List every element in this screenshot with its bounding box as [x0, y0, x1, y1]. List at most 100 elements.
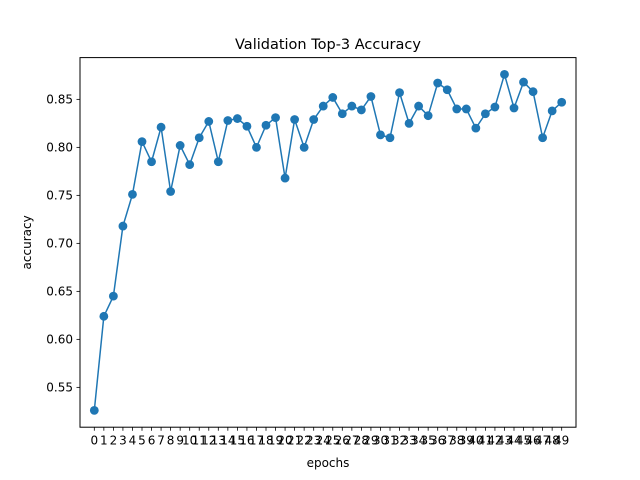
- data-point: [290, 115, 300, 124]
- x-tick-label: 33: [401, 434, 416, 448]
- x-tick-label: 2: [110, 434, 118, 448]
- y-tick-label: 0.70: [46, 237, 73, 251]
- data-point: [185, 160, 195, 170]
- x-axis-label: epochs: [307, 456, 350, 470]
- x-tick-label: 29: [363, 434, 378, 448]
- data-point: [166, 187, 176, 196]
- data-point: [490, 102, 500, 112]
- data-point: [423, 111, 433, 121]
- x-tick-label: 49: [554, 434, 569, 448]
- data-point: [376, 130, 385, 140]
- x-tick-label: 43: [497, 434, 512, 448]
- data-point: [500, 70, 509, 79]
- data-point: [118, 221, 128, 231]
- data-point: [509, 103, 519, 113]
- y-tick-label: 0.75: [46, 189, 73, 203]
- x-tick-label: 22: [297, 434, 312, 448]
- x-tick-label: 25: [325, 434, 340, 448]
- data-point: [452, 104, 462, 114]
- data-point: [252, 142, 261, 152]
- x-tick-label: 13: [211, 434, 226, 448]
- data-point: [356, 105, 366, 115]
- data-point: [271, 113, 280, 122]
- x-tick-label: 17: [249, 434, 264, 448]
- data-point: [128, 190, 137, 199]
- x-tick-label: 9: [176, 434, 184, 448]
- x-tick-label: 12: [201, 434, 216, 448]
- data-point: [471, 123, 481, 133]
- x-tick-label: 21: [287, 434, 302, 448]
- x-tick-label: 3: [119, 434, 127, 448]
- data-point: [280, 173, 290, 183]
- data-point: [395, 88, 404, 98]
- data-point: [309, 115, 319, 124]
- data-point: [519, 77, 528, 87]
- data-point: [328, 93, 338, 102]
- x-tick-label: 26: [335, 434, 350, 448]
- data-point: [99, 311, 109, 321]
- data-point: [299, 142, 309, 152]
- y-tick-label: 0.80: [46, 141, 73, 155]
- x-tick-label: 48: [545, 434, 560, 448]
- x-tick-label: 38: [449, 434, 464, 448]
- x-tick-label: 40: [468, 434, 483, 448]
- x-axis-ticks: 0 1 2 3 4 5 6 7 8 9101112131415161718192021222324…: [90, 427, 569, 448]
- x-tick-label: 44: [506, 434, 521, 448]
- data-point: [414, 101, 424, 111]
- x-tick-label: 14: [220, 434, 235, 448]
- data-point: [108, 291, 118, 301]
- x-tick-label: 27: [344, 434, 359, 448]
- data-point: [347, 101, 357, 111]
- x-tick-label: 31: [382, 434, 397, 448]
- x-tick-label: 46: [525, 434, 540, 448]
- x-tick-label: 11: [192, 434, 207, 448]
- x-tick-label: 18: [258, 434, 273, 448]
- data-point: [89, 406, 99, 415]
- x-tick-label: 10: [182, 434, 197, 448]
- x-tick-label: 24: [316, 434, 331, 448]
- data-point: [232, 114, 242, 123]
- data-point: [194, 133, 204, 143]
- x-tick-label: 34: [411, 434, 426, 448]
- data-point: [461, 104, 471, 114]
- x-tick-label: 15: [230, 434, 245, 448]
- y-tick-label: 0.60: [46, 333, 73, 347]
- data-point: [337, 109, 347, 119]
- data-point: [318, 101, 328, 111]
- x-tick-label: 0: [90, 434, 98, 448]
- y-tick-label: 0.65: [46, 285, 73, 299]
- data-point: [385, 133, 395, 143]
- y-axis-ticks: 0.55 0.60 0.65 0.70 0.75 0.80 0.85: [46, 93, 80, 395]
- x-tick-label: 19: [268, 434, 283, 448]
- y-tick-label: 0.85: [46, 93, 73, 107]
- data-point: [442, 85, 452, 95]
- x-tick-label: 41: [478, 434, 493, 448]
- data-series: [89, 70, 567, 415]
- x-tick-label: 7: [157, 434, 165, 448]
- data-point: [433, 78, 443, 88]
- data-point: [147, 157, 156, 167]
- data-point: [242, 121, 252, 131]
- data-point: [175, 141, 185, 150]
- data-point: [223, 116, 233, 125]
- x-tick-label: 42: [487, 434, 502, 448]
- x-tick-label: 39: [459, 434, 474, 448]
- x-tick-label: 16: [239, 434, 254, 448]
- chart-title: Validation Top-3 Accuracy: [235, 37, 421, 53]
- data-point: [528, 87, 538, 97]
- x-tick-label: 20: [277, 434, 292, 448]
- x-tick-label: 8: [167, 434, 175, 448]
- data-point: [261, 120, 271, 130]
- x-tick-label: 35: [421, 434, 436, 448]
- x-tick-label: 30: [373, 434, 388, 448]
- x-tick-label: 45: [516, 434, 531, 448]
- x-tick-label: 37: [440, 434, 455, 448]
- data-point: [366, 92, 376, 101]
- x-tick-label: 4: [129, 434, 137, 448]
- data-point: [156, 122, 166, 132]
- data-point: [404, 118, 414, 128]
- x-tick-label: 36: [430, 434, 445, 448]
- data-point: [213, 157, 223, 167]
- x-tick-label: 47: [535, 434, 550, 448]
